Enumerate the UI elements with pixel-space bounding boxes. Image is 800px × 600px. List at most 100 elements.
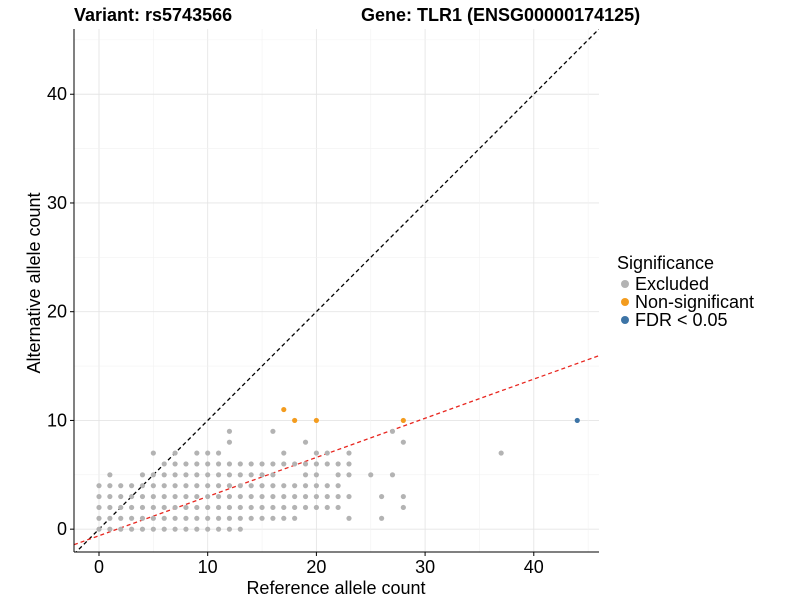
data-point-excluded — [259, 472, 265, 478]
data-point-excluded — [205, 526, 211, 532]
data-point-excluded — [302, 504, 309, 511]
data-point-excluded — [259, 493, 265, 500]
data-point-excluded — [215, 515, 222, 521]
legend-title: Significance — [617, 253, 715, 273]
data-point-excluded — [139, 472, 146, 478]
data-point-excluded — [161, 472, 167, 478]
data-point-excluded — [237, 515, 243, 521]
data-point-excluded — [129, 493, 135, 500]
data-point-excluded — [150, 504, 156, 511]
data-point-excluded — [139, 515, 146, 521]
data-point-excluded — [302, 483, 309, 489]
data-point-excluded — [129, 504, 135, 511]
data-point-excluded — [194, 493, 200, 500]
data-point-excluded — [150, 472, 156, 478]
data-point-excluded — [172, 504, 178, 511]
data-point-excluded — [270, 504, 276, 511]
data-point-excluded — [194, 483, 200, 489]
data-point-excluded — [270, 515, 276, 521]
data-point-excluded — [194, 450, 200, 456]
data-point-excluded — [96, 504, 102, 511]
data-point-excluded — [107, 526, 113, 532]
data-point-excluded — [172, 483, 178, 489]
data-point-excluded — [226, 461, 233, 467]
data-point-excluded — [107, 483, 113, 489]
legend-item-excluded: Excluded — [617, 274, 754, 294]
legend-dot-fdr — [621, 316, 629, 324]
data-point-excluded — [248, 472, 254, 478]
data-point-excluded — [292, 515, 298, 521]
data-point-excluded — [205, 504, 211, 511]
data-point-excluded — [194, 504, 200, 511]
data-point-excluded — [302, 472, 309, 478]
data-point-excluded — [183, 472, 189, 478]
data-point-excluded — [400, 439, 406, 445]
data-point-excluded — [335, 472, 341, 478]
data-point-excluded — [150, 450, 156, 456]
data-point-excluded — [215, 493, 222, 500]
data-point-excluded — [346, 472, 352, 478]
x-tick-label: 40 — [524, 557, 544, 577]
data-point-excluded — [335, 483, 341, 489]
data-point-excluded — [161, 483, 167, 489]
data-point-excluded — [183, 483, 189, 489]
legend-dot-excluded — [621, 280, 629, 288]
data-point-excluded — [150, 526, 156, 532]
data-point-excluded — [400, 493, 406, 500]
data-point-excluded — [281, 493, 287, 500]
tick-labels: 0 10 20 30 40 0 10 20 30 40 — [47, 84, 544, 577]
data-point-excluded — [248, 504, 254, 511]
data-point-excluded — [346, 515, 352, 521]
data-point-excluded — [248, 493, 254, 500]
data-point-excluded — [346, 493, 352, 500]
data-point-excluded — [302, 461, 309, 467]
data-point-excluded — [205, 450, 211, 456]
data-point-excluded — [172, 450, 178, 456]
data-point-excluded — [226, 504, 233, 511]
data-point-excluded — [194, 472, 200, 478]
data-point-excluded — [292, 483, 298, 489]
chart-title-gene: Gene: TLR1 (ENSG00000174125) — [361, 5, 641, 25]
data-point-excluded — [150, 515, 156, 521]
data-point-excluded — [129, 526, 135, 532]
legend: Significance Excluded Non-significant FD… — [617, 253, 755, 330]
legend-item-fdr: FDR < 0.05 — [617, 309, 754, 330]
data-point-excluded — [498, 450, 504, 456]
data-point-excluded — [96, 493, 102, 500]
legend-label-non-significant: Non-significant — [635, 291, 755, 312]
data-point-excluded — [313, 493, 319, 500]
x-axis-label: Reference allele count — [246, 578, 425, 598]
data-point-excluded — [346, 450, 352, 456]
data-point-excluded — [107, 472, 113, 478]
reference-lines — [74, 29, 599, 552]
data-point-excluded — [118, 515, 124, 521]
data-point-excluded — [270, 428, 276, 434]
data-point-excluded — [150, 493, 156, 500]
y-tick-label: 40 — [47, 84, 67, 104]
data-point-excluded — [335, 493, 341, 500]
data-point-excluded — [389, 428, 396, 434]
data-point-excluded — [172, 472, 178, 478]
data-point-excluded — [107, 515, 113, 521]
data-point-excluded — [150, 483, 156, 489]
y-tick-label: 10 — [47, 410, 67, 430]
data-point-excluded — [194, 526, 200, 532]
x-tick-label: 10 — [198, 557, 218, 577]
y-tick-label: 20 — [47, 302, 67, 322]
x-tick-label: 20 — [306, 557, 326, 577]
data-point-excluded — [205, 472, 211, 478]
data-point-excluded — [226, 515, 233, 521]
data-point-excluded — [183, 504, 189, 511]
data-point-excluded — [292, 461, 298, 467]
data-point-excluded — [226, 439, 233, 445]
x-tick-label: 0 — [94, 557, 104, 577]
data-point-excluded — [368, 472, 374, 478]
data-point-excluded — [259, 461, 265, 467]
data-point-excluded — [139, 483, 146, 489]
data-point-excluded — [400, 504, 406, 511]
data-point-excluded — [270, 493, 276, 500]
data-point-excluded — [248, 461, 254, 467]
data-point-excluded — [226, 428, 233, 434]
legend-label-fdr: FDR < 0.05 — [635, 309, 728, 330]
axes — [73, 29, 599, 553]
